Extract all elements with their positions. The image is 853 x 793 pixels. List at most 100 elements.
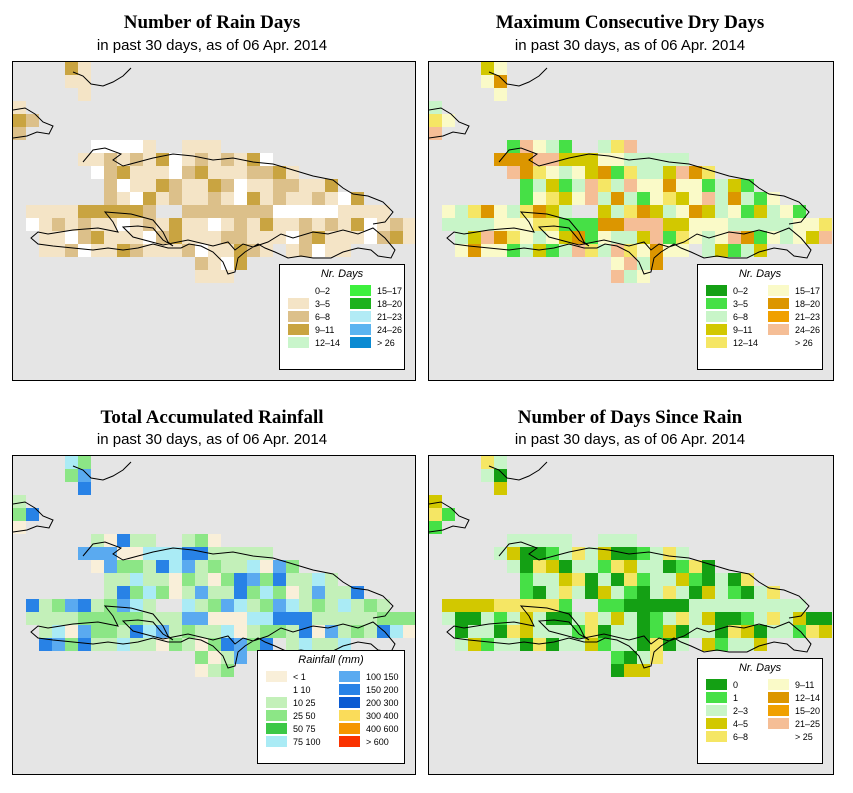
grid-cell [221, 560, 234, 573]
map-days-since-rain[interactable]: Nr. Days 0 1 2–3 4–5 6–8 9–11 12–14 15–20 21–25 > … [428, 455, 834, 775]
grid-cell [273, 192, 286, 205]
grid-cell [598, 205, 611, 218]
grid-cell [741, 179, 754, 192]
grid-cell [91, 599, 104, 612]
grid-cell [637, 573, 650, 586]
grid-cell [806, 218, 819, 231]
grid-cell [130, 612, 143, 625]
grid-cell [13, 495, 26, 508]
grid-cell [611, 547, 624, 560]
grid-cell [91, 244, 104, 257]
grid-cell [78, 231, 91, 244]
grid-cell [312, 638, 325, 651]
legend-label: 18–20 [795, 298, 821, 309]
grid-cell [234, 244, 247, 257]
map-rain-days[interactable]: Nr. Days 0–2 3–5 6–8 9–11 12–14 15–17 18–20 21–2… [12, 61, 416, 381]
legend-swatch [706, 298, 727, 309]
grid-cell [273, 599, 286, 612]
grid-cell [494, 75, 507, 88]
map-total-rainfall[interactable]: Rainfall (mm) < 1 1 10 10 25 25 50 50 75 75 10… [12, 455, 416, 775]
map-grid [13, 456, 415, 677]
legend-item: 2–3 [706, 705, 748, 716]
legend-label: 10 25 [293, 697, 316, 708]
grid-cell [546, 638, 559, 651]
grid-cell [481, 469, 494, 482]
grid-cell [754, 612, 767, 625]
legend-swatch [706, 679, 727, 690]
coastline [446, 211, 812, 275]
legend-swatch [706, 731, 727, 742]
grid-cell [221, 625, 234, 638]
grid-cell [715, 244, 728, 257]
legend-swatch [768, 324, 789, 335]
grid-cell [104, 231, 117, 244]
grid-cell [754, 218, 767, 231]
grid-cell [156, 244, 169, 257]
grid-cell [559, 205, 572, 218]
grid-cell [702, 599, 715, 612]
grid-cell [247, 560, 260, 573]
legend-label: 12–14 [733, 337, 759, 348]
grid-cell [533, 612, 546, 625]
grid-cell [247, 612, 260, 625]
grid-cell [468, 625, 481, 638]
panel-title: Total Accumulated Rainfall [100, 407, 324, 428]
grid-cell [169, 166, 182, 179]
grid-cell [442, 612, 455, 625]
grid-cell [182, 625, 195, 638]
grid-cell [117, 205, 130, 218]
grid-cell [221, 599, 234, 612]
grid-cell [195, 257, 208, 270]
grid-cell [52, 218, 65, 231]
grid-cell [117, 560, 130, 573]
grid-cell [598, 140, 611, 153]
grid-cell [494, 612, 507, 625]
grid-cell [78, 599, 91, 612]
map-dry-days[interactable]: Nr. Days 0–2 3–5 6–8 9–11 12–14 15–17 18–20 21–2… [428, 61, 834, 381]
grid-cell [234, 625, 247, 638]
grid-cell [663, 231, 676, 244]
grid-cell [390, 625, 403, 638]
grid-cell [247, 205, 260, 218]
grid-cell [494, 62, 507, 75]
legend-swatch [339, 684, 360, 695]
grid-cell [442, 218, 455, 231]
legend-item: 3–5 [288, 298, 330, 309]
legend-item: 4–5 [706, 718, 748, 729]
grid-cell [559, 534, 572, 547]
grid-cell [182, 244, 195, 257]
map-grid [429, 62, 832, 283]
grid-cell [754, 244, 767, 257]
grid-cell [689, 205, 702, 218]
grid-cell [390, 231, 403, 244]
grid-cell [637, 192, 650, 205]
grid-cell [286, 573, 299, 586]
grid-cell [195, 573, 208, 586]
legend-label: 200 300 [366, 697, 399, 708]
grid-cell [325, 638, 338, 651]
grid-cell [325, 612, 338, 625]
grid-cell [78, 469, 91, 482]
grid-cell [351, 599, 364, 612]
grid-cell [533, 625, 546, 638]
grid-cell [195, 534, 208, 547]
grid-cell [117, 599, 130, 612]
legend-swatch [768, 337, 789, 348]
grid-cell [182, 192, 195, 205]
legend-item: 15–17 [768, 285, 820, 296]
grid-cell [195, 625, 208, 638]
legend-swatch [706, 311, 727, 322]
map-grid [429, 456, 832, 677]
grid-cell [663, 573, 676, 586]
grid-cell [130, 573, 143, 586]
grid-cell [312, 612, 325, 625]
grid-cell [507, 599, 520, 612]
grid-cell [611, 244, 624, 257]
grid-cell [819, 612, 832, 625]
grid-cell [507, 534, 520, 547]
grid-cell [260, 218, 273, 231]
legend-label: 1 10 [293, 684, 311, 695]
grid-cell [572, 638, 585, 651]
grid-cell [91, 140, 104, 153]
grid-cell [559, 153, 572, 166]
